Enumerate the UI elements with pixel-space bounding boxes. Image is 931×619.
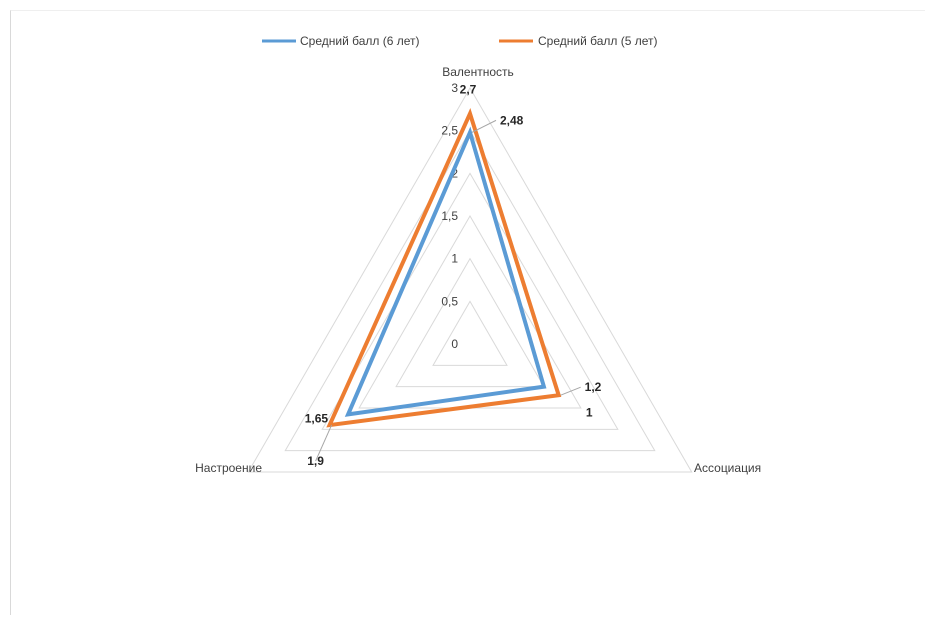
tick-label: 2 [451,166,458,180]
grid-ring-6 [247,87,693,473]
series-line-0 [344,126,547,417]
data-label-leaders [315,119,581,462]
tick-label: 1,5 [441,209,458,223]
data-label: 1,2 [585,380,602,394]
axis-label-association: Ассоциация [694,461,761,475]
axis-label-valence: Валентность [442,65,514,79]
tick-label: 0,5 [441,294,458,308]
data-label: 2,48 [500,113,524,127]
legend: Средний балл (6 лет) Средний балл (5 лет… [262,34,658,48]
chart-area [10,10,925,615]
data-label: 1,9 [307,454,324,468]
tick-label: 3 [451,81,458,95]
axis-label-mood: Настроение [195,461,262,475]
legend-label-6: Средний балл (6 лет) [300,34,420,48]
leader-line [560,386,581,396]
axis-labels: Валентность Ассоциация Настроение [195,65,761,475]
radial-tick-labels: 0 0,5 1 1,5 2 2,5 3 [441,81,458,351]
leader-line [471,119,497,133]
tick-label: 2,5 [441,124,458,138]
tick-label: 0 [451,337,458,351]
grid-ring-1 [432,300,508,366]
leader-line [315,424,333,462]
grid-ring-2 [395,257,545,388]
legend-label-5: Средний балл (5 лет) [538,34,658,48]
data-label: 1 [586,406,593,420]
grid-ring-5 [284,129,656,452]
series-line-1 [326,107,562,428]
tick-label: 1 [451,252,458,266]
data-label: 1,65 [305,411,329,425]
data-labels: 2,48 2,7 1 1,2 1,65 1,9 [305,83,602,468]
series-lines [326,107,562,428]
data-label: 2,7 [460,83,477,97]
